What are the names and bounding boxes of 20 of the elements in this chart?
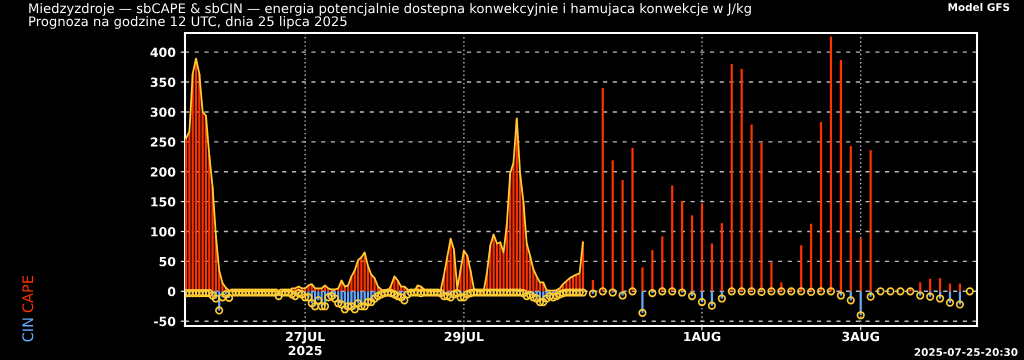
- y-tick-label: 100: [151, 226, 176, 237]
- x-tick-label: 1AUG: [684, 331, 721, 342]
- text: 2025-07-25-20:30: [914, 348, 1018, 356]
- chart-title: Miedzyzdroje — sbCAPE & sbCIN — energia potencjalnie dostepna konwekcyjnie i hamujaca konwekcje w J/kg: [29, 3, 751, 16]
- y-tick-label: -50: [154, 316, 176, 327]
- y-tick-label: 250: [150, 137, 176, 147]
- chart-subtitle: Prognoza na godzine 12 UTC, dnia 25 lipca 2025: [29, 16, 347, 29]
- x-tick-label: 3AUG: [842, 331, 879, 342]
- text: CIN: [22, 318, 34, 342]
- y-tick-label: 0: [167, 286, 176, 297]
- y-tick-label: 150: [151, 197, 176, 207]
- y-tick-label: 400: [150, 47, 176, 58]
- x-tick-label: 27JUL 2025: [286, 331, 325, 356]
- y-tick-label: 50: [159, 256, 176, 267]
- y-tick-label: 350: [150, 77, 176, 87]
- y-tick-label: 200: [150, 167, 176, 177]
- text: CAPE: [22, 275, 34, 313]
- x-tick-label: 29JUL: [444, 331, 484, 344]
- y-tick-label: 300: [150, 107, 176, 117]
- text: Model GFS: [948, 3, 1010, 12]
